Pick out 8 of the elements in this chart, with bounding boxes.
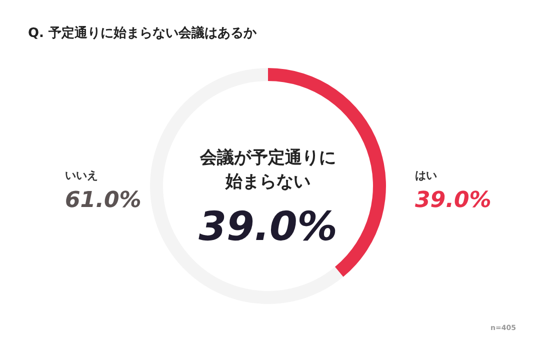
chart-title: Q. 予定通りに始まらない会議はあるか — [28, 25, 258, 41]
donut-slice — [150, 68, 344, 304]
text: 39.0% — [198, 204, 338, 250]
data-label: 39.0% — [415, 188, 492, 213]
data-label: 61.0% — [65, 188, 142, 213]
text: 会議が予定通りに始まらない — [199, 148, 336, 192]
slice-label: はい — [415, 169, 437, 182]
slice-label: いいえ — [65, 169, 98, 182]
